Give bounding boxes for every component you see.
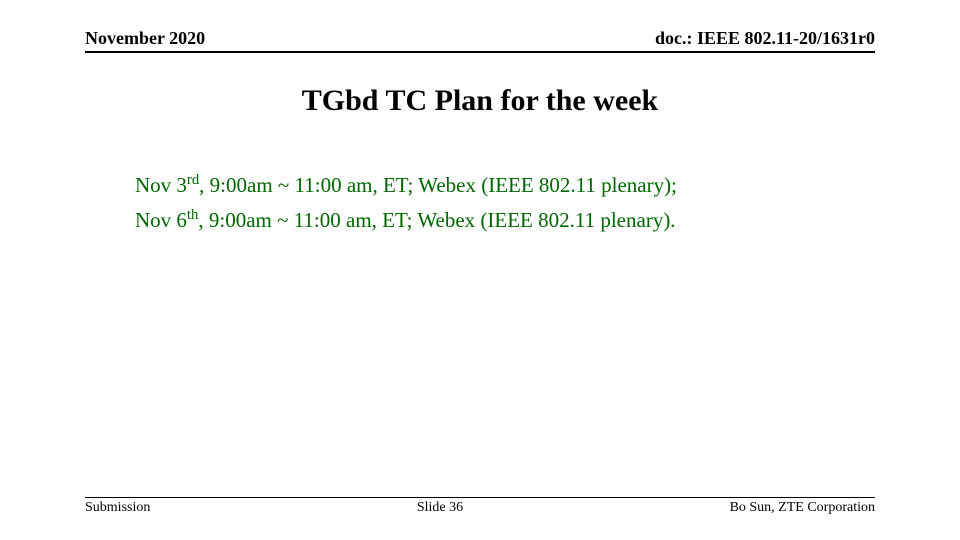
schedule-line-2: Nov 6th, 9:00am ~ 11:00 am, ET; Webex (I… xyxy=(135,203,860,238)
header-row: November 2020 doc.: IEEE 802.11-20/1631r… xyxy=(85,28,875,49)
slide-body: Nov 3rd, 9:00am ~ 11:00 am, ET; Webex (I… xyxy=(135,168,860,237)
line1-sup: rd xyxy=(187,172,199,188)
footer-left: Submission xyxy=(85,500,150,516)
header-docref: doc.: IEEE 802.11-20/1631r0 xyxy=(655,28,875,49)
line2-sup: th xyxy=(187,207,198,223)
header: November 2020 doc.: IEEE 802.11-20/1631r… xyxy=(85,28,875,53)
line2-prefix: Nov 6 xyxy=(135,208,187,232)
footer-row: Submission Slide 36 Bo Sun, ZTE Corporat… xyxy=(85,500,875,516)
header-rule xyxy=(85,51,875,53)
line1-rest: , 9:00am ~ 11:00 am, ET; Webex (IEEE 802… xyxy=(199,173,677,197)
footer: Submission Slide 36 Bo Sun, ZTE Corporat… xyxy=(85,497,875,516)
footer-center: Slide 36 xyxy=(150,500,729,516)
line1-prefix: Nov 3 xyxy=(135,173,187,197)
footer-rule xyxy=(85,497,875,498)
line2-rest: , 9:00am ~ 11:00 am, ET; Webex (IEEE 802… xyxy=(198,208,675,232)
slide-title: TGbd TC Plan for the week xyxy=(0,84,960,118)
header-date: November 2020 xyxy=(85,28,205,49)
slide: November 2020 doc.: IEEE 802.11-20/1631r… xyxy=(0,0,960,540)
footer-right: Bo Sun, ZTE Corporation xyxy=(730,500,875,516)
schedule-line-1: Nov 3rd, 9:00am ~ 11:00 am, ET; Webex (I… xyxy=(135,168,860,203)
